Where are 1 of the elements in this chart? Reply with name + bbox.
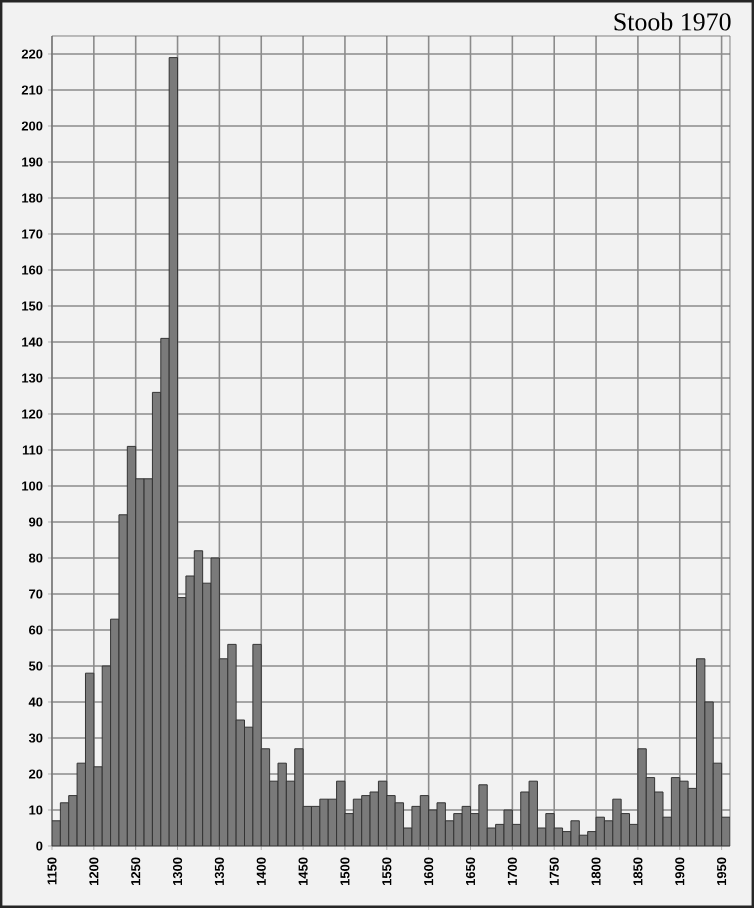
chart-title: Stoob 1970 (614, 12, 731, 31)
